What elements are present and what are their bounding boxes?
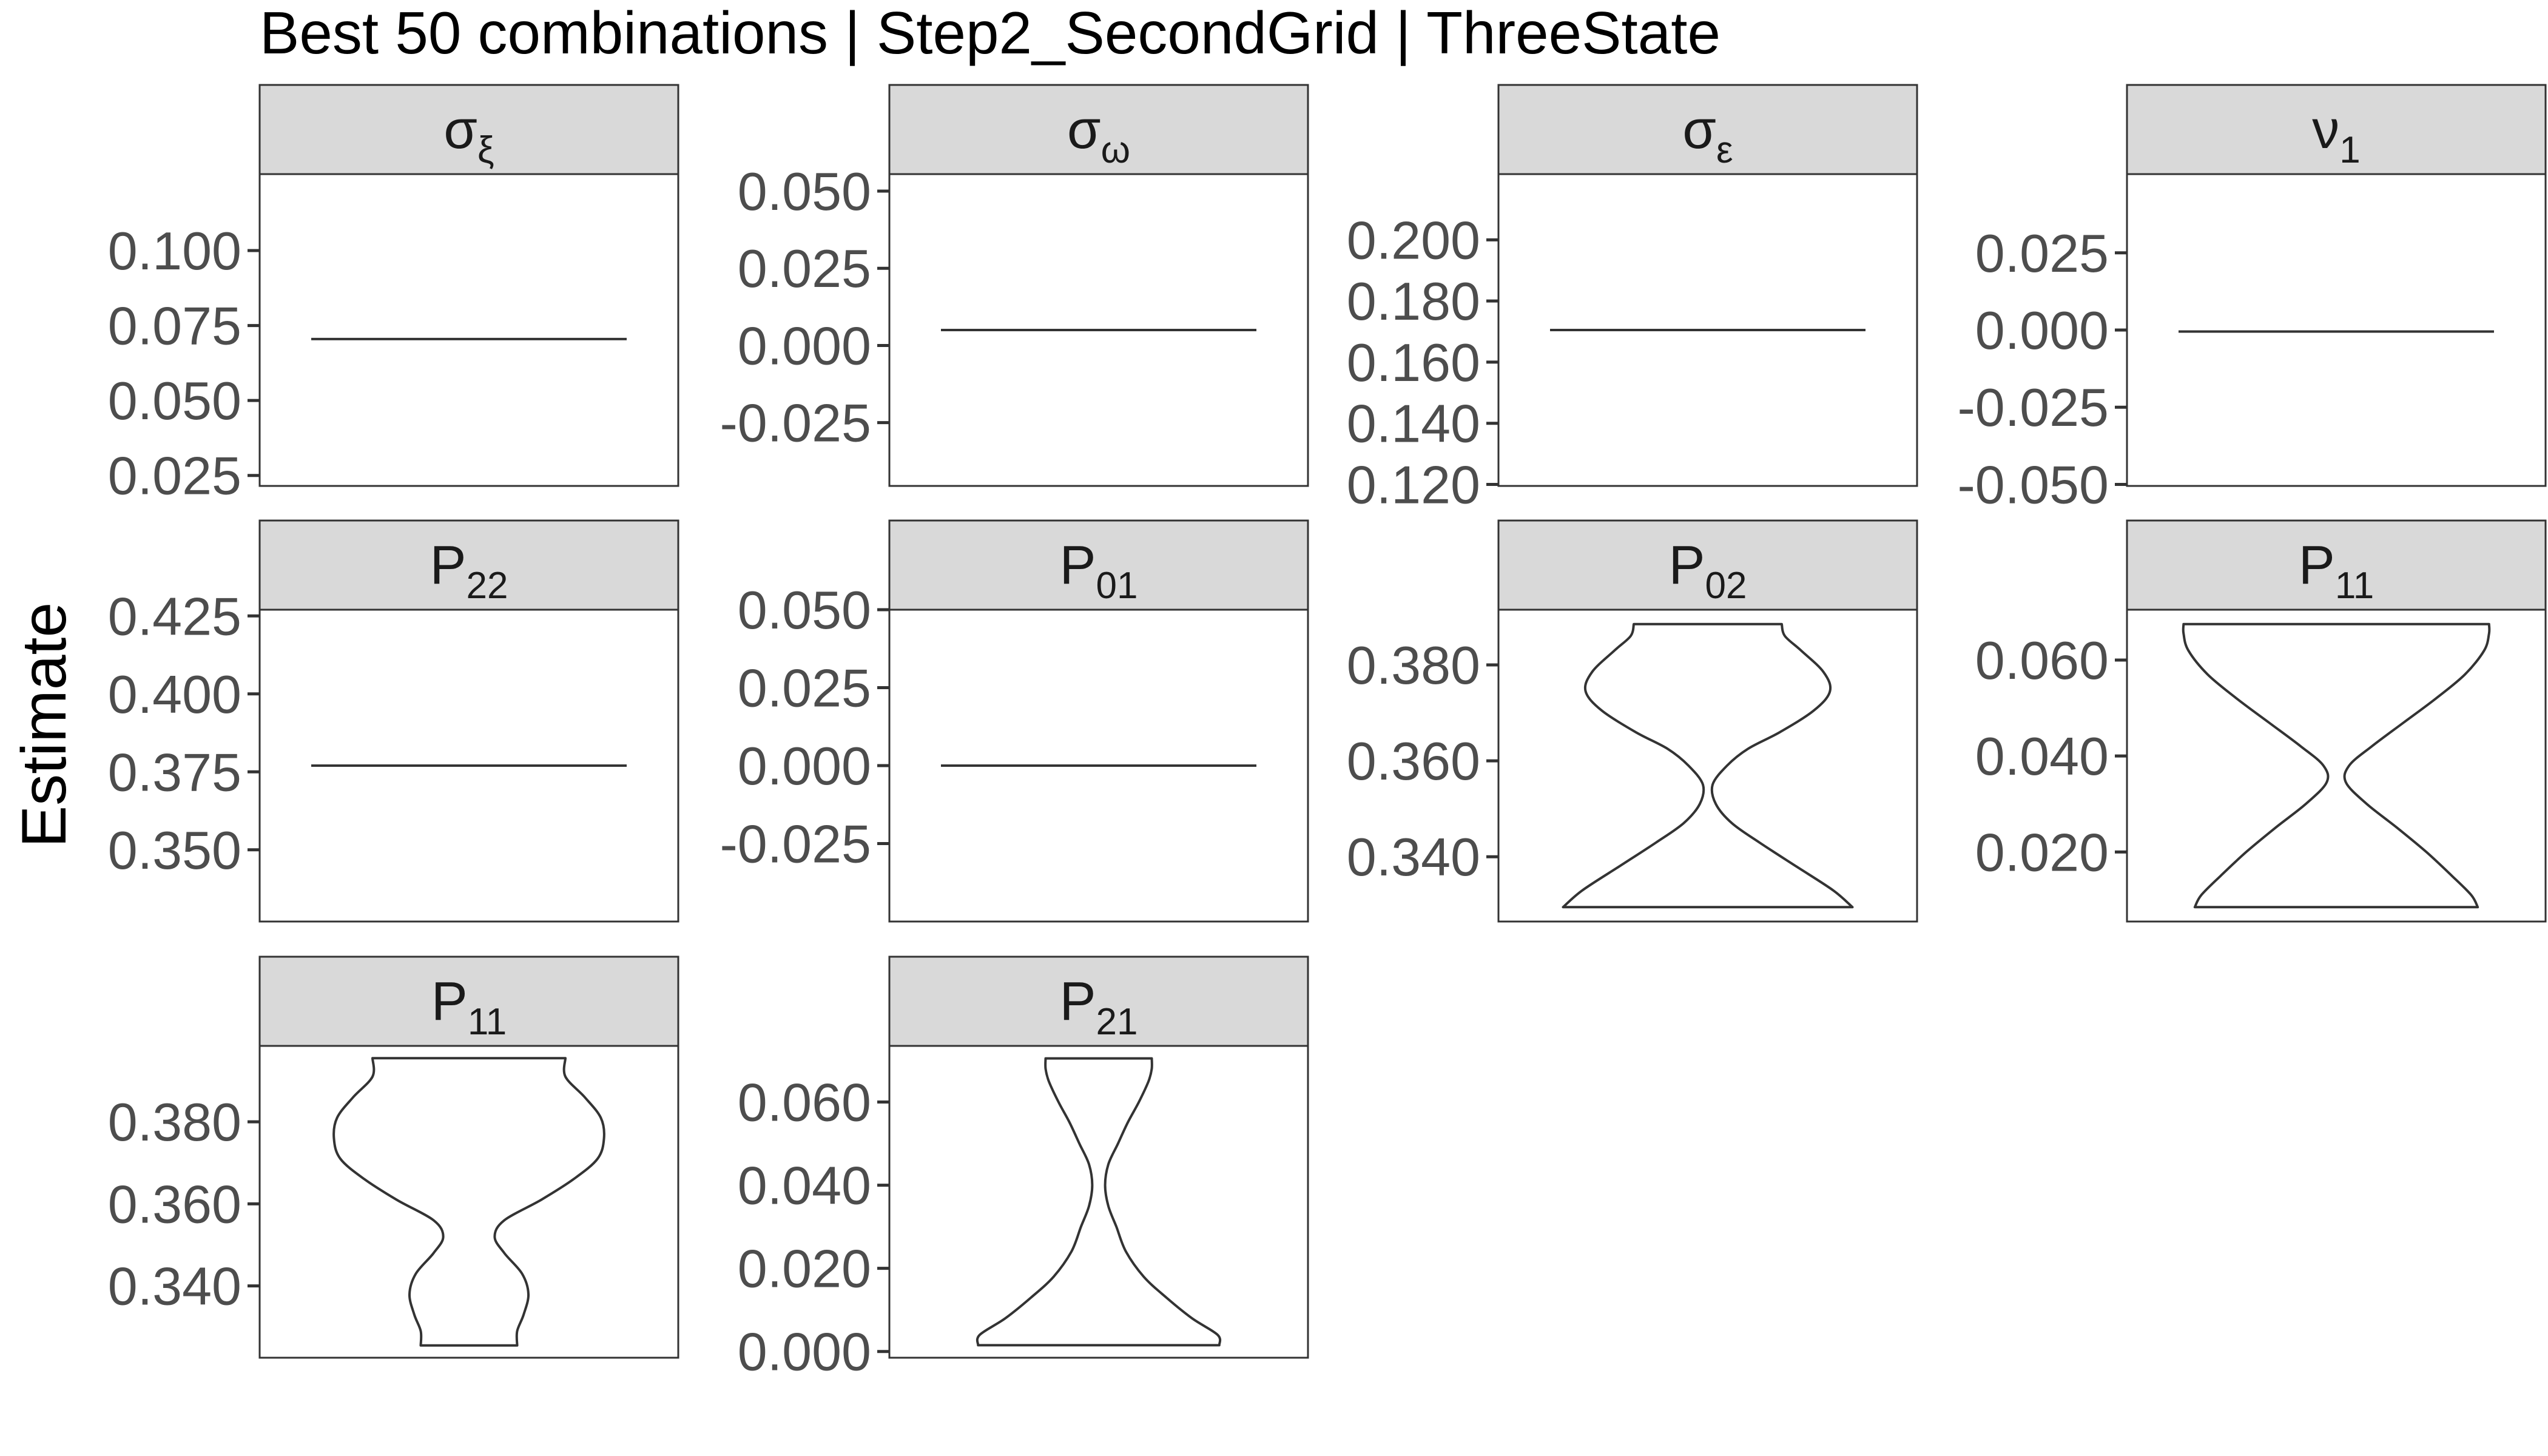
- y-tick-label: 0.050: [738, 580, 871, 640]
- panel-plot-area: [2126, 173, 2547, 487]
- y-tick-label: -0.025: [720, 814, 871, 874]
- facet-symbol: P: [1060, 971, 1096, 1032]
- y-tick-label: 0.120: [1347, 454, 1480, 514]
- y-tick-label: 0.340: [108, 1256, 241, 1316]
- panel-plot-area: [258, 173, 679, 487]
- y-tick-label: 0.040: [1975, 726, 2109, 786]
- y-tick-label: 0.060: [1975, 630, 2109, 690]
- y-tick-label: 0.000: [738, 1322, 871, 1382]
- facet-symbol: P: [431, 971, 468, 1032]
- facet-symbol: P: [2299, 535, 2335, 596]
- chart-title: Best 50 combinations | Step2_SecondGrid …: [260, 0, 1721, 66]
- y-tick-label: 0.040: [738, 1156, 871, 1216]
- facet-strip-label: ν1: [2312, 99, 2360, 171]
- y-tick-label: -0.025: [1957, 377, 2109, 437]
- facet-strip: [2126, 84, 2547, 175]
- facet-symbol: P: [1060, 535, 1096, 596]
- violin-shape: [976, 1057, 1222, 1347]
- facet-panels: σξ0.1000.0750.0500.025σω0.0500.0250.000-…: [108, 84, 2547, 1382]
- facet-strip: [888, 956, 1309, 1047]
- y-tick-label: 0.400: [108, 664, 241, 724]
- facet-strip: [1497, 84, 1918, 175]
- y-tick-label: 0.180: [1347, 271, 1480, 331]
- violin-shape: [1562, 622, 1854, 909]
- facet-subscript: 22: [467, 565, 508, 607]
- facet-subscript: ε: [1716, 129, 1733, 171]
- facet-symbol: σ: [1067, 99, 1101, 160]
- y-tick-label: 0.000: [738, 736, 871, 796]
- y-tick-label: 0.380: [108, 1092, 241, 1152]
- facet-strip: [1497, 519, 1918, 611]
- facet-strip-label: P11: [431, 971, 507, 1043]
- y-tick-label: 0.375: [108, 742, 241, 802]
- facet-strip: [2126, 519, 2547, 611]
- facet-subscript: 1: [2339, 129, 2360, 171]
- facet-symbol: P: [430, 535, 467, 596]
- facet-subscript: 11: [468, 1001, 507, 1043]
- facet-symbol: σ: [443, 99, 477, 160]
- facet-panel: P22 0.425 0.400 0.375 0.350: [108, 519, 679, 923]
- y-tick-label: 0.000: [738, 315, 871, 376]
- y-tick-label: 0.360: [108, 1174, 241, 1234]
- violin-shape: [2182, 622, 2491, 909]
- y-tick-label: 0.060: [738, 1073, 871, 1133]
- y-tick-label: 0.000: [1975, 300, 2109, 360]
- y-tick-label: 0.160: [1347, 332, 1480, 393]
- facet-strip-label: σξ: [443, 99, 494, 171]
- facet-symbol: σ: [1682, 99, 1716, 160]
- y-tick-label: -0.025: [720, 393, 871, 453]
- y-tick-label: 0.050: [738, 161, 871, 221]
- facet-strip-label: P11: [2299, 535, 2374, 607]
- facet-panel: P01 0.050 0.025 0.000 -0.025: [720, 519, 1309, 923]
- facet-panel: σξ 0.100 0.075 0.050 0.025: [108, 84, 679, 506]
- y-tick-label: 0.075: [108, 296, 241, 356]
- y-tick-label: 0.350: [108, 820, 241, 880]
- facet-panel: P02 0.380 0.360 0.340: [1347, 519, 1918, 923]
- facet-strip: [888, 519, 1309, 611]
- y-tick-label: -0.050: [1957, 454, 2109, 514]
- facet-panel: P21 0.060 0.040 0.020 0.000: [738, 956, 1309, 1382]
- y-axis-label: Estimate: [9, 602, 79, 848]
- y-tick-label: 0.340: [1347, 827, 1480, 887]
- violin-shape: [332, 1057, 605, 1347]
- facet-subscript: 21: [1096, 1001, 1138, 1043]
- facet-subscript: 02: [1705, 565, 1747, 607]
- facet-subscript: ω: [1101, 129, 1130, 171]
- facet-strip-label: P22: [430, 535, 508, 607]
- facet-strip-label: P02: [1669, 535, 1747, 607]
- y-tick-label: 0.020: [738, 1239, 871, 1299]
- facet-subscript: ξ: [477, 129, 494, 171]
- facet-subscript: 01: [1096, 565, 1138, 607]
- facet-strip: [258, 956, 679, 1047]
- y-tick-label: 0.025: [108, 446, 241, 506]
- facet-panel: P11 0.060 0.040 0.020: [1975, 519, 2547, 923]
- facet-symbol: P: [1669, 535, 1705, 596]
- facet-panel: ν1 0.025 0.000 -0.025 -0.050: [1957, 84, 2547, 514]
- facet-strip-label: P01: [1060, 535, 1138, 607]
- facet-panel: P11 0.380 0.360 0.340: [108, 956, 679, 1359]
- y-tick-label: 0.425: [108, 586, 241, 646]
- facet-strip: [258, 84, 679, 175]
- y-tick-label: 0.025: [738, 238, 871, 298]
- y-tick-label: 0.200: [1347, 210, 1480, 270]
- y-tick-label: 0.025: [1975, 223, 2109, 283]
- facet-strip-label: σω: [1067, 99, 1130, 171]
- facet-subscript: 11: [2335, 565, 2374, 607]
- y-tick-label: 0.020: [1975, 822, 2109, 882]
- y-tick-label: 0.140: [1347, 394, 1480, 454]
- facet-strip-label: σε: [1682, 99, 1733, 171]
- facet-strip-label: P21: [1060, 971, 1138, 1043]
- y-tick-label: 0.100: [108, 221, 241, 281]
- facet-panel: σω 0.050 0.025 0.000 -0.025: [720, 84, 1309, 487]
- y-tick-label: 0.360: [1347, 731, 1480, 791]
- y-tick-label: 0.025: [738, 658, 871, 718]
- facet-symbol: ν: [2312, 99, 2339, 160]
- y-tick-label: 0.050: [108, 371, 241, 431]
- y-tick-label: 0.380: [1347, 635, 1480, 695]
